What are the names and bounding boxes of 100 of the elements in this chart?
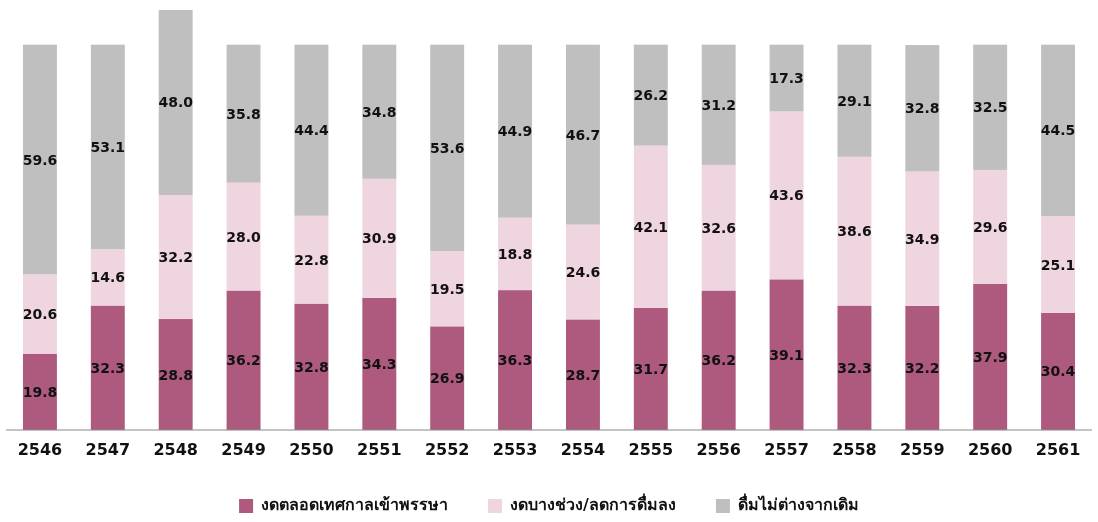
data-label: 38.6	[837, 223, 872, 240]
data-label: 29.6	[972, 218, 1008, 235]
x-tick-label: 2548	[153, 440, 198, 460]
bar	[565, 224, 600, 320]
data-label: 36.2	[226, 352, 261, 369]
data-label: 26.9	[429, 370, 465, 387]
bar	[498, 217, 533, 291]
bar	[430, 326, 465, 430]
legend-label: งดตลอดเทศกาลเข้าพรรษา	[261, 495, 449, 514]
data-label: 34.9	[905, 230, 940, 247]
data-label: 44.4	[294, 122, 329, 139]
x-tick-label: 2561	[1035, 440, 1081, 460]
data-label: 42.1	[633, 218, 669, 235]
bar	[973, 44, 1008, 170]
data-label: 28.7	[565, 366, 601, 383]
bar	[90, 249, 125, 306]
bar	[22, 44, 57, 275]
data-label: 59.6	[22, 151, 58, 168]
data-label: 17.3	[769, 70, 804, 87]
data-label: 44.9	[497, 123, 533, 140]
data-label: 30.4	[1040, 363, 1076, 380]
data-label: 32.3	[90, 359, 126, 376]
data-label: 30.9	[362, 230, 397, 247]
bar	[565, 319, 600, 430]
bar	[498, 44, 533, 218]
data-label: 48.0	[158, 94, 194, 111]
bar	[362, 297, 397, 430]
bar	[90, 305, 125, 430]
x-tick-label: 2553	[492, 440, 538, 460]
data-label: 46.7	[565, 126, 601, 143]
data-label: 32.2	[158, 248, 193, 265]
x-tick-label: 2558	[832, 440, 877, 460]
data-label: 31.7	[633, 360, 669, 377]
bar	[837, 44, 872, 157]
data-label: 18.8	[497, 245, 533, 262]
x-tick-label: 2549	[221, 440, 266, 460]
data-label: 14.6	[90, 269, 126, 286]
data-label: 39.1	[769, 346, 804, 363]
data-label: 24.6	[565, 264, 601, 281]
bar	[294, 215, 329, 304]
data-label: 32.2	[905, 359, 940, 376]
data-label: 32.6	[701, 219, 736, 236]
bar	[226, 290, 261, 430]
data-label: 25.1	[1040, 256, 1076, 273]
bar	[769, 279, 804, 430]
data-label: 43.6	[769, 187, 804, 204]
bar	[701, 290, 736, 430]
legend-label: ดื่มไม่ต่างจากเดิม	[737, 493, 859, 514]
legend-label: งดบางช่วง/ลดการดื่มลง	[510, 493, 676, 514]
data-label: 28.0	[226, 228, 262, 245]
data-label: 31.2	[701, 96, 736, 113]
data-label: 53.1	[90, 138, 126, 155]
bar	[430, 251, 465, 327]
x-tick-label: 2555	[628, 440, 674, 460]
bar	[294, 44, 329, 216]
bar	[498, 290, 533, 430]
bar	[769, 44, 804, 112]
data-label: 32.3	[837, 359, 872, 376]
bar	[837, 156, 872, 306]
data-label: 32.5	[972, 99, 1008, 116]
bar	[633, 307, 668, 430]
x-tick-label: 2546	[17, 440, 63, 460]
data-label: 53.6	[429, 139, 465, 156]
bar	[362, 44, 397, 179]
data-label: 26.2	[633, 87, 669, 104]
bar	[905, 305, 940, 430]
data-label: 34.3	[362, 355, 397, 372]
data-label: 36.2	[701, 352, 736, 369]
data-label: 20.6	[22, 306, 58, 323]
bar	[633, 145, 668, 308]
x-tick-label: 2547	[85, 440, 131, 460]
x-tick-label: 2560	[967, 440, 1013, 460]
data-label: 44.5	[1040, 122, 1076, 139]
x-tick-label: 2551	[357, 440, 402, 460]
bar	[158, 319, 193, 430]
x-tick-label: 2550	[289, 440, 334, 460]
bar	[90, 44, 125, 250]
bar	[973, 283, 1008, 430]
bar	[362, 178, 397, 298]
bar	[226, 182, 261, 291]
data-label: 19.5	[429, 280, 465, 297]
bar	[158, 194, 193, 320]
bar	[565, 44, 600, 225]
data-label: 34.8	[362, 103, 397, 120]
data-label: 35.8	[226, 105, 261, 122]
bar	[22, 353, 57, 430]
data-label: 29.1	[837, 92, 872, 109]
bar	[158, 10, 193, 195]
data-label: 37.9	[972, 348, 1008, 365]
data-label: 32.8	[294, 358, 329, 375]
bar	[905, 45, 940, 172]
bar	[837, 305, 872, 430]
data-label: 19.8	[22, 383, 58, 400]
bar	[1041, 312, 1076, 430]
data-label: 28.8	[158, 366, 193, 383]
data-label: 32.8	[905, 100, 940, 117]
bar	[430, 44, 465, 252]
x-tick-label: 2556	[696, 440, 741, 460]
bar	[701, 164, 736, 291]
bar	[1041, 44, 1076, 217]
